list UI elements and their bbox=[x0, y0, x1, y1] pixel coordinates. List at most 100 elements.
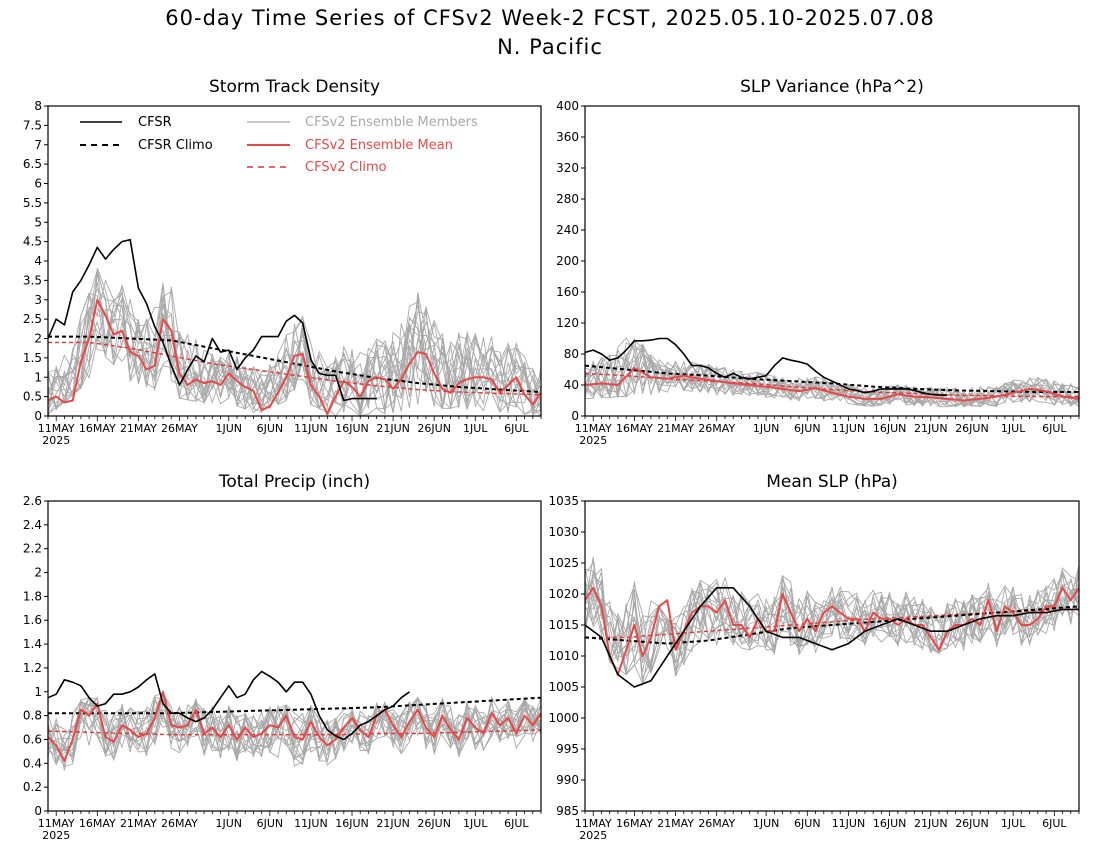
plot-area bbox=[585, 556, 1079, 688]
x-tick-label: 21JUN bbox=[914, 817, 948, 830]
panel-title: Total Precip (inch) bbox=[218, 472, 370, 492]
y-tick-label: 1000 bbox=[548, 711, 579, 725]
y-tick-label: 6 bbox=[34, 177, 42, 191]
y-tick-label: 40 bbox=[564, 378, 579, 392]
x-tick-label: 16MAY bbox=[79, 422, 116, 435]
x-tick-label: 26JUN bbox=[417, 817, 451, 830]
ensemble-member-line bbox=[585, 581, 1079, 680]
ensemble-member-line bbox=[48, 693, 541, 767]
x-tick-label: 21JUN bbox=[376, 422, 410, 435]
ensemble-mean-line bbox=[48, 690, 541, 762]
y-tick-label: 1005 bbox=[548, 680, 579, 694]
legend-ens-mean-label: CFSv2 Ensemble Mean bbox=[305, 138, 453, 153]
x-tick-label: 1JUL bbox=[1001, 817, 1026, 830]
y-tick-label: 160 bbox=[556, 285, 579, 299]
x-tick-label: 1JUL bbox=[463, 422, 488, 435]
x-tick-label: 26MAY bbox=[698, 422, 735, 435]
y-tick-label: 200 bbox=[556, 254, 579, 268]
y-tick-label: 2.4 bbox=[23, 518, 42, 532]
x-tick-label: 21JUN bbox=[376, 817, 410, 830]
y-tick-label: 240 bbox=[556, 223, 579, 237]
x-tick-label: 6JUN bbox=[257, 422, 284, 435]
x-tick-label: 11JUN bbox=[832, 422, 866, 435]
x-tick-label: 6JUN bbox=[257, 817, 284, 830]
x-tick-label: 16JUN bbox=[873, 817, 907, 830]
y-tick-label: 2.2 bbox=[23, 542, 42, 556]
y-tick-label: 7 bbox=[34, 138, 42, 152]
y-tick-label: 1 bbox=[34, 685, 42, 699]
y-tick-label: 1 bbox=[34, 370, 42, 384]
x-tick-label: 1JUN bbox=[753, 817, 780, 830]
y-tick-label: 8 bbox=[34, 99, 42, 113]
y-tick-label: 1.5 bbox=[23, 351, 42, 365]
panel-4: Mean SLP (hPa) 985 990 995 1000 1005 1010 1015 1… bbox=[548, 472, 1080, 842]
ensemble-member-line bbox=[585, 356, 1079, 408]
y-tick-label: 995 bbox=[556, 742, 579, 756]
y-tick-label: 320 bbox=[556, 161, 579, 175]
y-tick-label: 990 bbox=[556, 773, 579, 787]
panel-title: Mean SLP (hPa) bbox=[766, 472, 898, 492]
y-tick-label: 0.2 bbox=[23, 780, 42, 794]
x-tick-label: 16JUN bbox=[335, 422, 369, 435]
y-tick-label: 1.6 bbox=[23, 613, 42, 627]
plot-area bbox=[585, 337, 1079, 408]
y-tick-label: 2.6 bbox=[23, 494, 42, 508]
ensemble-member-line bbox=[48, 294, 541, 416]
x-tick-label: 26MAY bbox=[161, 422, 198, 435]
x-tick-label: 26JUN bbox=[417, 422, 451, 435]
ensemble-mean-line bbox=[48, 298, 541, 416]
ensemble-member-line bbox=[48, 286, 541, 416]
y-tick-label: 80 bbox=[564, 347, 579, 361]
ensemble-member-line bbox=[48, 284, 541, 416]
y-tick-label: 1020 bbox=[548, 587, 579, 601]
y-tick-label: 1015 bbox=[548, 618, 579, 632]
ensemble-member-line bbox=[585, 561, 1079, 665]
ensemble-member-line bbox=[48, 295, 541, 410]
y-tick-label: 2 bbox=[34, 332, 42, 346]
x-tick-label: 21MAY bbox=[657, 817, 694, 830]
x-tick-label: 1JUL bbox=[1001, 422, 1026, 435]
y-tick-label: 0 bbox=[34, 409, 42, 423]
ensemble-member-line bbox=[48, 696, 541, 766]
x-year-label: 2025 bbox=[42, 434, 70, 447]
ensemble-member-line bbox=[585, 568, 1079, 672]
x-tick-label: 16JUN bbox=[335, 817, 369, 830]
plot-area bbox=[48, 238, 541, 416]
ensemble-member-line bbox=[585, 337, 1079, 408]
ensemble-mean-line bbox=[585, 366, 1079, 402]
x-tick-label: 26MAY bbox=[698, 817, 735, 830]
y-tick-label: 1.2 bbox=[23, 661, 42, 675]
x-year-label: 2025 bbox=[579, 434, 607, 447]
x-tick-label: 11JUN bbox=[832, 817, 866, 830]
y-tick-label: 3.5 bbox=[23, 273, 42, 287]
y-tick-label: 3 bbox=[34, 293, 42, 307]
x-tick-label: 11JUN bbox=[294, 817, 328, 830]
y-tick-label: 1010 bbox=[548, 649, 579, 663]
y-tick-label: 0 bbox=[571, 409, 579, 423]
x-tick-label: 6JUN bbox=[794, 422, 821, 435]
x-tick-label: 26JUN bbox=[955, 422, 989, 435]
x-tick-label: 1JUN bbox=[216, 422, 243, 435]
x-tick-label: 6JUN bbox=[794, 817, 821, 830]
y-tick-label: 1025 bbox=[548, 556, 579, 570]
panel-1: Storm Track Density 0 0.5 1 1.5 2 2.5 3 3.5 4 4.5 5… bbox=[23, 77, 542, 447]
ensemble-mean-line bbox=[585, 586, 1079, 676]
y-tick-label: 1030 bbox=[548, 525, 579, 539]
panel-title: SLP Variance (hPa^2) bbox=[740, 77, 924, 97]
x-tick-label: 21MAY bbox=[120, 817, 157, 830]
y-tick-label: 1.8 bbox=[23, 589, 42, 603]
y-tick-label: 280 bbox=[556, 192, 579, 206]
ensemble-member-line bbox=[48, 269, 541, 411]
x-tick-label: 26MAY bbox=[161, 817, 198, 830]
legend-cfsr-label: CFSR bbox=[138, 115, 172, 130]
ensemble-member-line bbox=[585, 345, 1079, 408]
y-tick-label: 0.5 bbox=[23, 390, 42, 404]
x-tick-label: 26JUN bbox=[955, 817, 989, 830]
x-tick-label: 6JUL bbox=[504, 817, 529, 830]
x-year-label: 2025 bbox=[579, 829, 607, 842]
y-tick-label: 120 bbox=[556, 316, 579, 330]
x-tick-label: 1JUL bbox=[463, 817, 488, 830]
cfsr-climo-line bbox=[585, 605, 1079, 645]
y-tick-label: 5 bbox=[34, 215, 42, 229]
x-tick-label: 16JUN bbox=[873, 422, 907, 435]
